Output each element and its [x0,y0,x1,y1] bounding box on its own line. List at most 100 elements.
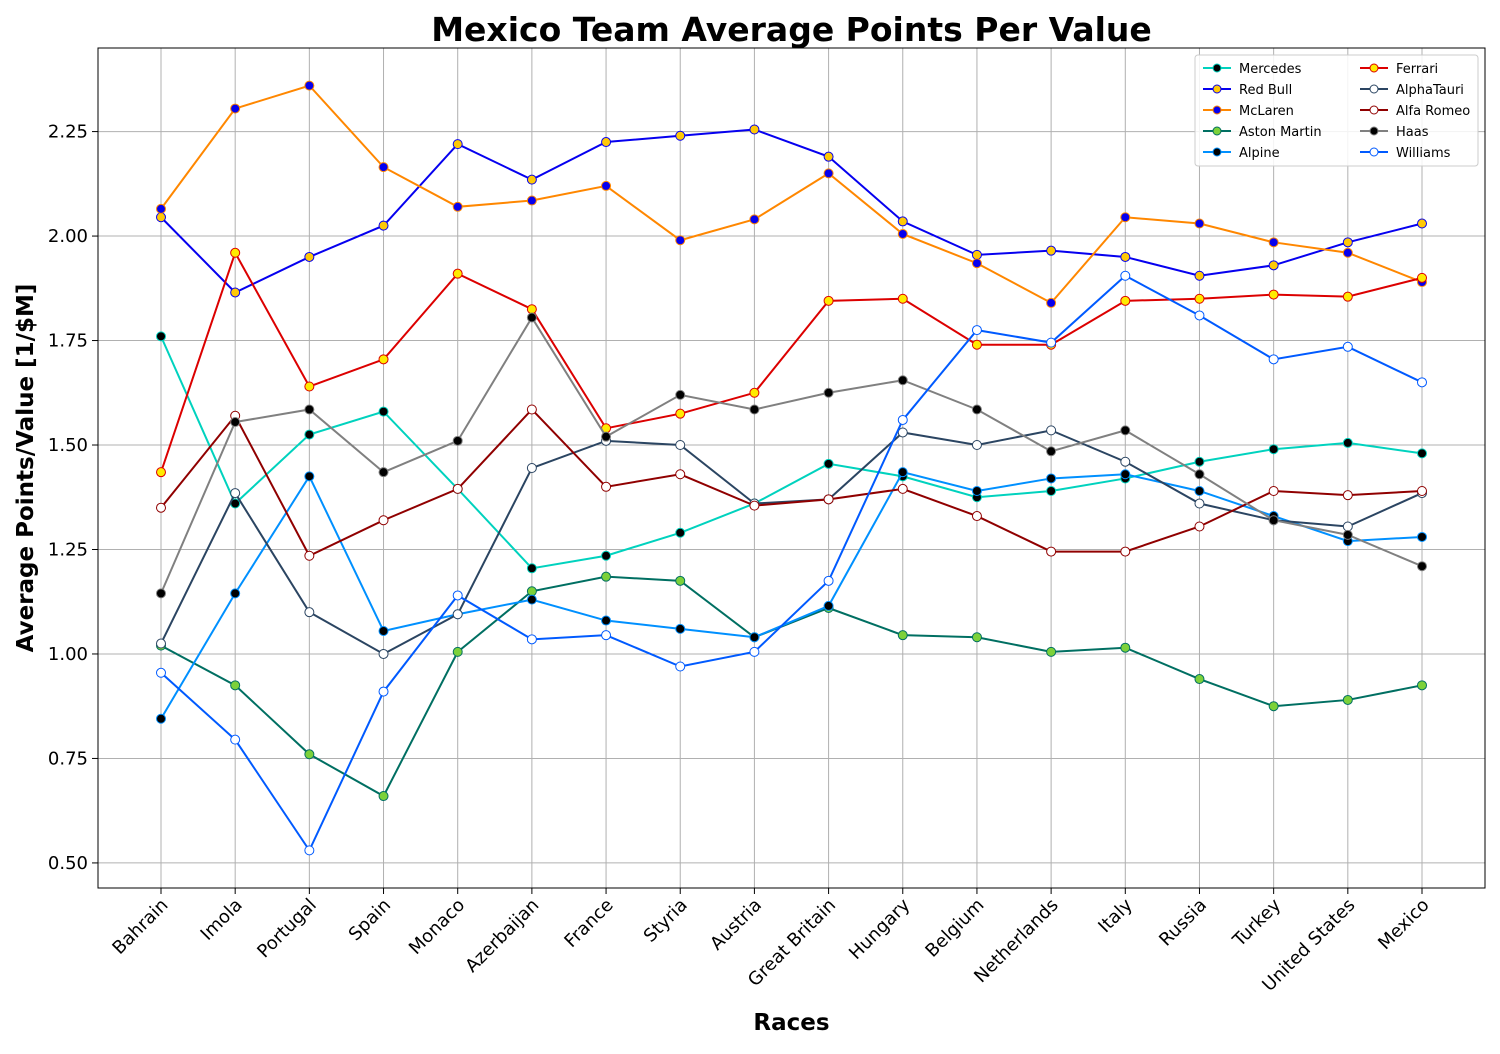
data-point [1046,646,1057,657]
legend-swatch-marker [1212,105,1222,115]
data-point [452,646,463,657]
data-point [1120,251,1131,262]
data-point [897,630,908,641]
y-tick-label: 1.50 [48,435,88,456]
data-point [378,515,389,526]
data-point [971,511,982,522]
legend-item: Mercedes [1203,62,1302,77]
data-point [378,625,389,636]
data-point [526,563,537,574]
legend-label: Alpine [1239,146,1280,161]
legend-swatch-marker [1212,126,1222,136]
legend: Mercedes Red Bull McLaren Aston Martin Alpin… [1194,54,1479,167]
y-tick-label: 1.00 [48,644,88,665]
series-line [160,408,1423,558]
x-tick-label: Mexico [1374,895,1433,954]
data-point [1342,437,1353,448]
data-point [897,293,908,304]
data-point [675,469,686,480]
data-point [526,195,537,206]
axis-ticks: Bahrain Imola Portugal Spain MonacoAzerbaija… [48,122,1434,996]
x-tick-label: Italy [1094,894,1137,937]
data-point [675,408,686,419]
data-point [452,609,463,620]
data-point [1268,260,1279,271]
legend-label: Ferrari [1396,62,1438,77]
data-point [971,339,982,350]
series-alpine [156,467,1427,724]
data-point [971,485,982,496]
data-point [230,287,241,298]
data-point [526,174,537,185]
data-point [601,615,612,626]
legend-item: Alfa Romeo [1360,104,1470,119]
data-point [1342,291,1353,302]
data-point [1046,337,1057,348]
data-point [452,483,463,494]
legend-box [1194,54,1479,167]
data-point [1417,561,1427,572]
data-point [156,203,166,214]
data-point [675,235,686,246]
legend-item: McLaren [1203,104,1294,119]
data-point [601,137,612,148]
data-point [526,404,537,415]
data-point [304,429,315,440]
series-mercedes [156,331,1427,574]
data-point [1120,270,1131,281]
data-point [156,638,166,649]
data-point [304,251,315,262]
data-point [1120,212,1131,223]
data-point [823,295,834,306]
legend-swatch-marker [1369,63,1379,73]
data-point [452,590,463,601]
data-point [526,304,537,315]
data-point [749,500,760,511]
data-point [1120,642,1131,653]
data-point [526,634,537,645]
data-point [378,354,389,365]
data-point [1194,310,1205,321]
data-point [749,124,760,135]
legend-label: Williams [1396,146,1451,161]
y-tick-label: 0.50 [48,853,88,874]
legend-swatch-marker [1369,126,1379,136]
data-point [304,80,315,91]
series-red-bull [156,124,1427,298]
data-point [1046,446,1057,457]
legend-swatch-marker [1369,147,1379,157]
data-point [1046,425,1057,436]
data-point [601,180,612,191]
data-point [1194,270,1205,281]
data-point [1120,425,1131,436]
data-point [675,527,686,538]
data-point [304,471,315,482]
data-point [971,440,982,451]
data-point [1046,485,1057,496]
data-point [1194,456,1205,467]
x-tick-label: Portugal [253,895,321,963]
legend-label: Mercedes [1239,62,1302,77]
data-point [1342,341,1353,352]
data-point [452,268,463,279]
data-point [378,406,389,417]
series-haas [156,312,1427,599]
data-point [971,404,982,415]
data-point [156,588,166,599]
data-point [526,463,537,473]
data-point [1342,490,1353,501]
data-point [749,387,760,398]
data-point [1194,469,1205,480]
data-point [675,661,686,672]
series-lines [156,80,1427,856]
data-point [897,414,908,425]
data-point [749,404,760,415]
data-point [526,594,537,605]
y-tick-label: 0.75 [48,748,88,769]
data-point [378,791,389,802]
series-line [160,335,1423,570]
data-point [971,325,982,336]
x-tick-label: France [560,895,617,952]
data-point [897,228,908,239]
